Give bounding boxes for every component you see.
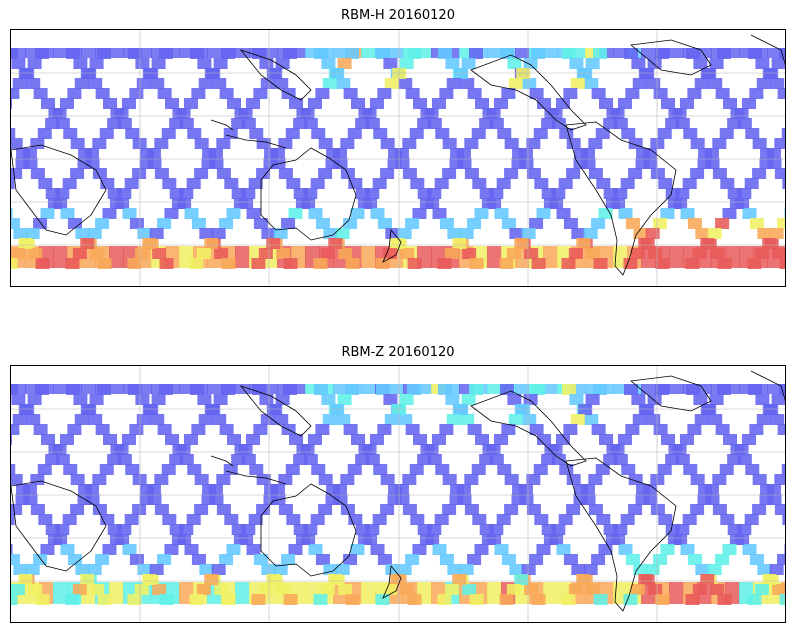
swath-map <box>11 30 785 286</box>
graticule <box>11 30 785 286</box>
swath-map <box>11 366 785 622</box>
graticule <box>11 366 785 622</box>
map-frame <box>10 365 786 623</box>
panel-rbm-h: RBM-H 20160120 <box>0 0 794 300</box>
map-frame <box>10 29 786 287</box>
swath-layer <box>11 384 785 605</box>
swath-layer <box>11 48 785 269</box>
panel-title: RBM-H 20160120 <box>341 8 455 23</box>
panel-rbm-z: RBM-Z 20160120 <box>0 337 794 633</box>
panel-title: RBM-Z 20160120 <box>341 345 455 360</box>
coastlines <box>11 34 785 276</box>
coastlines <box>11 370 785 612</box>
